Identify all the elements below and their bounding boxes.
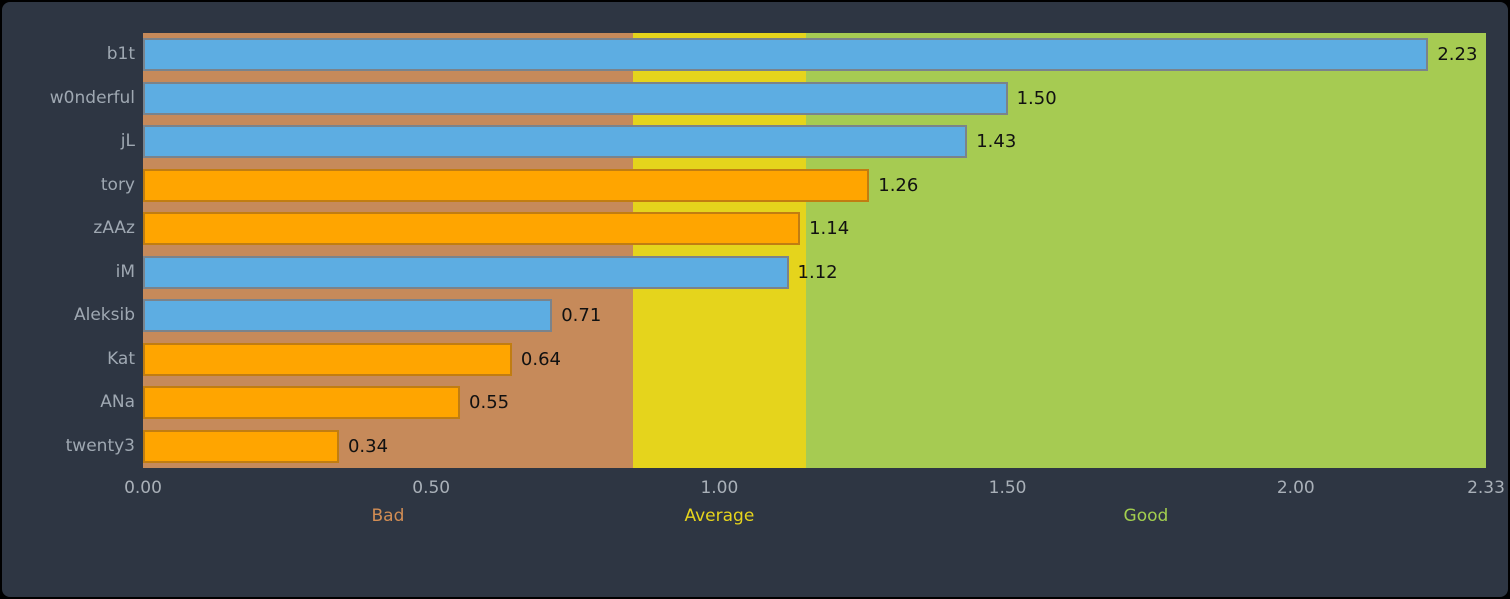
category-label-iM: iM — [115, 261, 135, 282]
category-label-tory: tory — [100, 174, 135, 195]
x-tick-label-1.50: 1.50 — [988, 478, 1027, 498]
plot-area: 2.23 1.50 1.43 1.26 1.14 1.12 0.71 0.64 0.55 0.34 — [143, 33, 1486, 468]
category-label-ANa: ANa — [100, 392, 135, 412]
bar-tory — [143, 168, 870, 202]
zone-label-bad: Bad — [371, 506, 405, 526]
category-label-Aleksib: Aleksib — [73, 305, 135, 325]
category-label-zAAz: zAAz — [93, 218, 135, 238]
bar-Kat — [143, 342, 512, 376]
zone-label-average: Average — [684, 506, 755, 526]
bar-value-label-ANa: 0.55 — [469, 392, 510, 413]
bar-ANa — [143, 386, 461, 420]
bar-value-label-twenty3: 0.34 — [347, 435, 389, 457]
category-label-Kat: Kat — [107, 348, 135, 369]
bar-value-label-Kat: 0.64 — [520, 348, 561, 370]
bar-value-label-Aleksib: 0.71 — [561, 305, 602, 326]
bar-b1t — [143, 38, 1429, 72]
bar-value-label-iM: 1.12 — [797, 261, 838, 283]
category-label-jL: jL — [120, 131, 135, 151]
bar-iM — [143, 255, 789, 289]
category-label-b1t: b1t — [106, 44, 135, 64]
x-tick-label-0.00: 0.00 — [124, 478, 162, 498]
x-tick-label-1.00: 1.00 — [700, 478, 739, 498]
bar-Aleksib — [143, 299, 553, 333]
x-tick-label-0.50: 0.50 — [412, 478, 451, 498]
bar-value-label-w0nderful: 1.50 — [1016, 87, 1057, 109]
x-tick-label-2.33: 2.33 — [1467, 478, 1505, 498]
bar-twenty3 — [143, 429, 339, 463]
bar-zAAz — [143, 212, 801, 246]
bar-w0nderful — [143, 81, 1008, 115]
zone-label-good: Good — [1123, 506, 1169, 526]
bar-jL — [143, 125, 968, 159]
category-label-twenty3: twenty3 — [65, 435, 135, 456]
bar-value-label-zAAz: 1.14 — [809, 218, 850, 239]
x-tick-label-2.00: 2.00 — [1276, 478, 1315, 498]
bar-value-label-b1t: 2.23 — [1437, 44, 1478, 65]
bar-value-label-jL: 1.43 — [976, 131, 1017, 152]
category-label-w0nderful: w0nderful — [49, 87, 135, 108]
bar-value-label-tory: 1.26 — [878, 174, 919, 196]
